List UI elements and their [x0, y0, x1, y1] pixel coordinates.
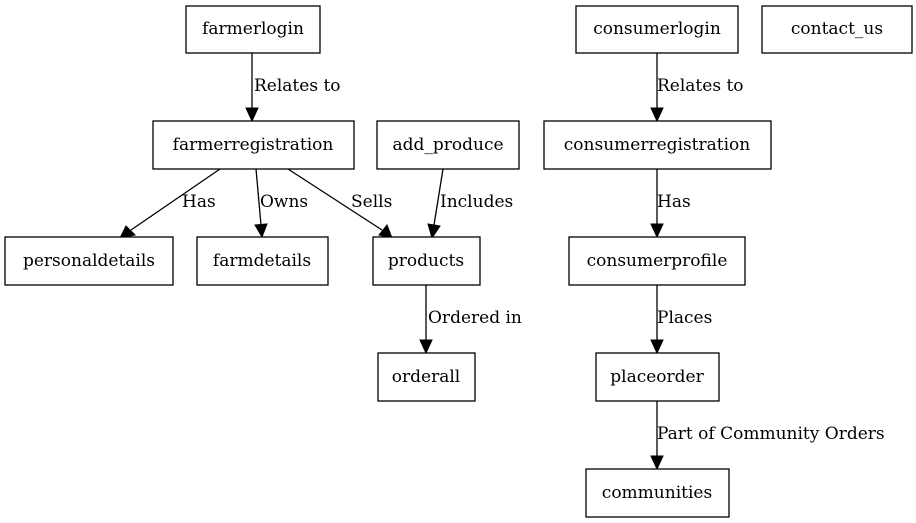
edge-farmerregistration-farmdetails: Owns	[254, 168, 308, 239]
node-farmerregistration: farmerregistration	[152, 120, 355, 170]
node-products: products	[372, 236, 481, 286]
node-label: placeorder	[610, 367, 704, 387]
node-consumerprofile: consumerprofile	[568, 236, 746, 286]
arrowhead	[427, 223, 441, 240]
node-placeorder: placeorder	[595, 352, 720, 402]
node-orderall: orderall	[377, 352, 476, 402]
edge-label-sells: Sells	[351, 192, 392, 212]
arrowhead	[245, 107, 259, 123]
edge-label-part-of-community-orders: Part of Community Orders	[657, 424, 885, 444]
arrowhead	[650, 455, 664, 471]
edge-farmerlogin-farmerregistration: Relates to	[245, 53, 341, 123]
edge-label-includes: Includes	[440, 192, 513, 212]
arrowhead	[254, 223, 268, 239]
edge-placeorder-communities: Part of Community Orders	[650, 401, 885, 471]
node-farmdetails: farmdetails	[196, 236, 329, 286]
node-label: consumerregistration	[564, 135, 751, 155]
arrowhead	[119, 225, 137, 239]
edge-consumerregistration-consumerprofile: Has	[650, 169, 691, 239]
edge-label-owns: Owns	[260, 192, 308, 212]
node-communities: communities	[585, 468, 730, 518]
edge-label-places: Places	[657, 308, 712, 328]
node-label: add_produce	[392, 135, 503, 155]
node-add-produce: add_produce	[376, 120, 520, 170]
edge-farmerregistration-personaldetails: Has	[119, 168, 221, 239]
edge-farmerregistration-products: Sells	[287, 168, 393, 239]
arrowhead	[650, 339, 664, 355]
node-farmerlogin: farmerlogin	[185, 5, 321, 54]
node-label: farmerlogin	[202, 19, 304, 39]
arrowhead	[378, 224, 393, 239]
arrowhead	[650, 107, 664, 123]
arrowhead	[650, 223, 664, 239]
edge-consumerprofile-placeorder: Places	[650, 285, 712, 355]
node-label: orderall	[392, 367, 460, 387]
node-consumerlogin: consumerlogin	[575, 5, 739, 54]
node-label: consumerlogin	[593, 19, 721, 39]
edge-products-orderall: Ordered in	[419, 285, 522, 355]
node-personaldetails: personaldetails	[4, 236, 174, 286]
node-label: farmdetails	[213, 251, 311, 271]
edge-label-has: Has	[182, 192, 216, 212]
edge-label-has: Has	[657, 192, 691, 212]
arrowhead	[419, 339, 433, 355]
edge-label-relates-to: Relates to	[657, 76, 744, 96]
node-label: products	[388, 251, 464, 271]
node-label: farmerregistration	[173, 135, 334, 155]
node-label: contact_us	[791, 19, 883, 39]
edge-label-relates-to: Relates to	[254, 76, 341, 96]
edge-consumerlogin-consumerregistration: Relates to	[650, 53, 744, 123]
node-label: personaldetails	[23, 251, 155, 271]
node-contact-us: contact_us	[761, 5, 913, 54]
edge-add-produce-products: Includes	[427, 168, 513, 240]
node-label: communities	[602, 483, 712, 503]
node-label: consumerprofile	[587, 251, 728, 271]
node-consumerregistration: consumerregistration	[543, 120, 772, 170]
edge-label-ordered-in: Ordered in	[428, 308, 522, 328]
